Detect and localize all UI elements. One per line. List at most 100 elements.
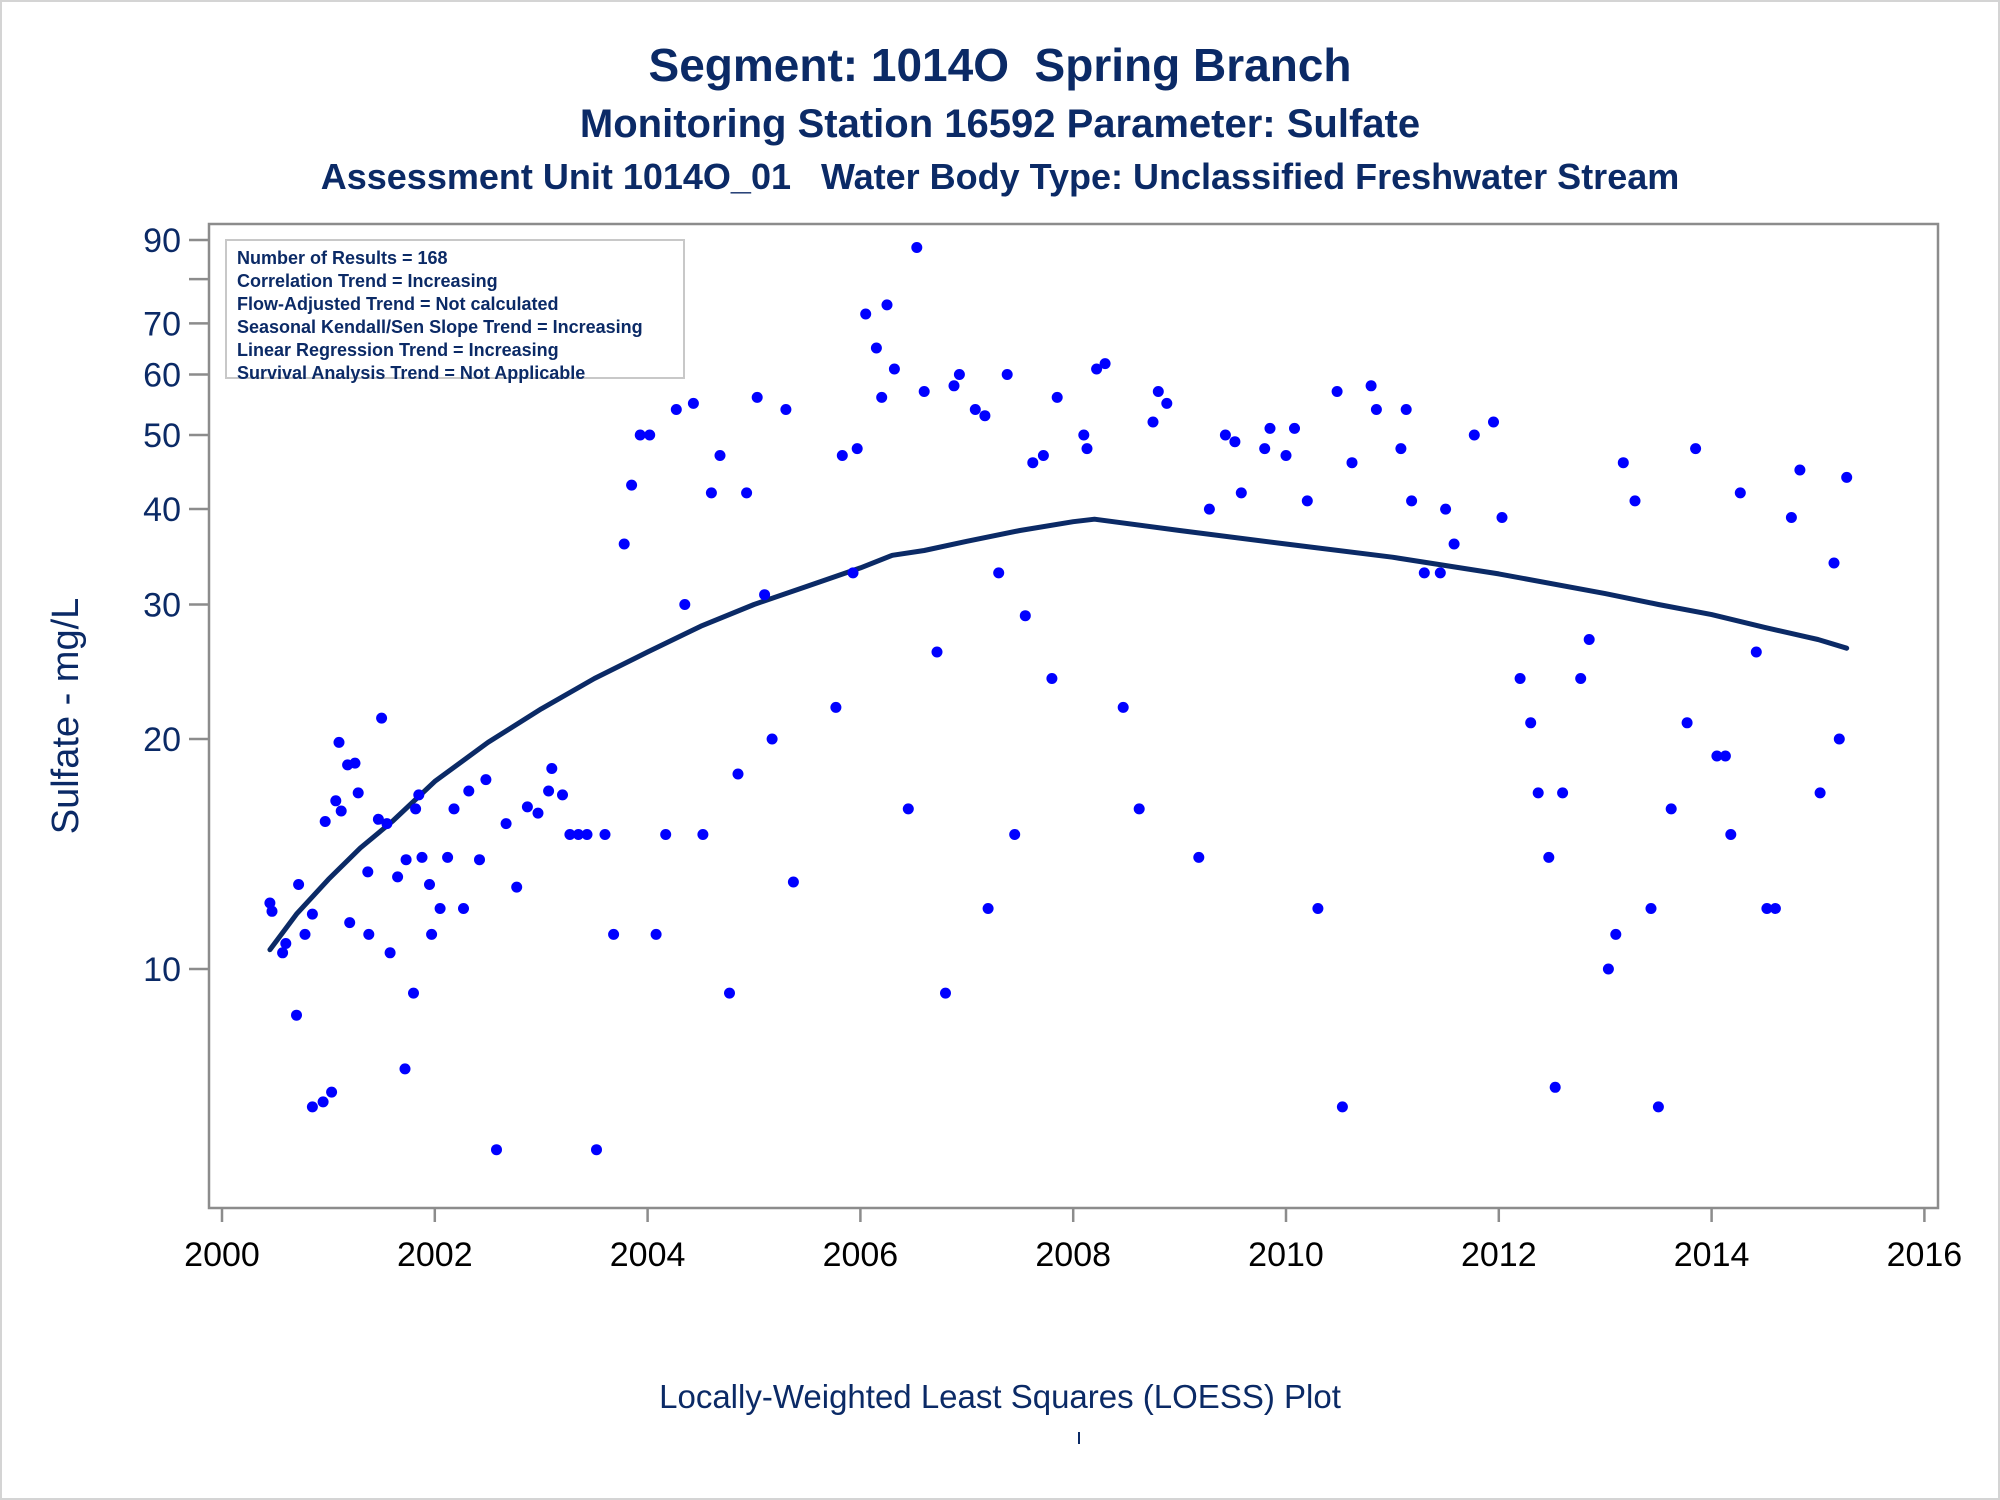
- data-point: [480, 774, 492, 786]
- data-point: [293, 879, 305, 890]
- data-point: [888, 363, 900, 375]
- data-point: [979, 410, 991, 422]
- data-point: [993, 567, 1005, 579]
- data-point: [277, 947, 289, 959]
- data-point: [1400, 404, 1412, 415]
- data-point: [1365, 380, 1377, 392]
- data-point: [1259, 443, 1271, 455]
- data-point: [902, 803, 914, 815]
- data-point: [1440, 503, 1452, 515]
- data-point: [1828, 557, 1840, 569]
- data-point: [634, 429, 646, 441]
- data-point: [1549, 1081, 1561, 1093]
- data-point: [1434, 567, 1446, 579]
- data-point: [521, 801, 533, 813]
- data-point: [644, 429, 656, 441]
- data-point: [1264, 422, 1276, 434]
- data-point: [618, 538, 630, 550]
- data-point: [608, 928, 620, 940]
- y-tick-label: 60: [143, 357, 181, 395]
- data-point: [705, 487, 717, 499]
- data-point: [291, 1009, 302, 1021]
- data-point: [1833, 733, 1845, 745]
- data-point: [264, 897, 276, 909]
- data-point: [581, 829, 593, 840]
- data-point: [1019, 610, 1031, 622]
- data-point: [1193, 851, 1205, 863]
- data-point: [384, 947, 396, 959]
- data-point: [474, 854, 485, 866]
- data-point: [442, 851, 454, 863]
- data-point: [780, 404, 792, 415]
- data-point: [626, 479, 638, 491]
- data-point: [599, 829, 611, 840]
- data-point: [532, 807, 544, 819]
- data-point: [1814, 787, 1826, 799]
- data-point: [1406, 495, 1418, 507]
- data-point: [982, 903, 994, 914]
- stats-line: Seasonal Kendall/Sen Slope Trend = Incre…: [237, 317, 643, 337]
- data-point: [399, 1063, 411, 1075]
- data-point: [1161, 397, 1173, 409]
- data-point: [1395, 443, 1407, 455]
- data-point: [860, 308, 872, 320]
- data-point: [830, 701, 842, 713]
- data-point: [1235, 487, 1247, 499]
- data-point: [881, 299, 893, 311]
- stats-line: Correlation Trend = Increasing: [237, 271, 498, 291]
- data-point: [1785, 512, 1797, 523]
- x-tick-label: 2000: [184, 1236, 260, 1274]
- data-point: [1219, 429, 1231, 441]
- data-point: [911, 242, 923, 253]
- data-point: [1203, 503, 1215, 515]
- data-point: [1690, 443, 1702, 455]
- x-tick-label: 2012: [1461, 1236, 1537, 1274]
- data-point: [1629, 495, 1641, 507]
- stats-line: Survival Analysis Trend = Not Applicable: [237, 363, 586, 383]
- data-point: [344, 917, 356, 929]
- chart-title: Segment: 1014O Spring Branch: [648, 39, 1352, 91]
- data-point: [511, 881, 523, 893]
- data-point: [1078, 429, 1090, 441]
- data-point: [1280, 450, 1292, 461]
- y-tick-label: 70: [143, 305, 181, 343]
- data-point: [1448, 538, 1460, 550]
- data-point: [918, 386, 930, 397]
- data-point: [319, 816, 331, 827]
- data-point: [463, 785, 475, 797]
- data-point: [1725, 829, 1737, 840]
- data-point: [1468, 429, 1480, 441]
- data-point: [1037, 450, 1049, 461]
- data-point: [969, 404, 981, 415]
- data-point: [1711, 750, 1723, 762]
- data-point: [1543, 851, 1555, 863]
- data-point: [306, 1101, 318, 1113]
- data-point: [1734, 487, 1746, 499]
- data-point: [1583, 634, 1595, 645]
- data-point: [1312, 903, 1324, 914]
- data-point: [759, 589, 771, 601]
- data-point: [766, 733, 778, 745]
- data-point: [1051, 391, 1063, 403]
- data-point: [335, 805, 347, 817]
- data-point: [317, 1096, 329, 1108]
- data-point: [376, 712, 388, 724]
- data-point: [836, 450, 848, 461]
- y-tick-label: 40: [143, 491, 181, 529]
- data-point: [491, 1144, 502, 1156]
- stats-box: Number of Results = 168 Correlation Tren…: [225, 239, 685, 383]
- data-point: [564, 829, 576, 840]
- data-point: [1027, 457, 1039, 469]
- data-point: [650, 928, 662, 940]
- loess-line: [267, 516, 1850, 953]
- data-point: [931, 646, 943, 658]
- data-point: [458, 903, 469, 914]
- data-point: [434, 903, 446, 914]
- y-tick-label: 20: [143, 721, 181, 759]
- data-point: [1001, 369, 1013, 380]
- data-point: [876, 391, 888, 403]
- data-point: [741, 487, 753, 499]
- data-point: [1009, 829, 1021, 840]
- x-tick-label: 2016: [1887, 1236, 1963, 1274]
